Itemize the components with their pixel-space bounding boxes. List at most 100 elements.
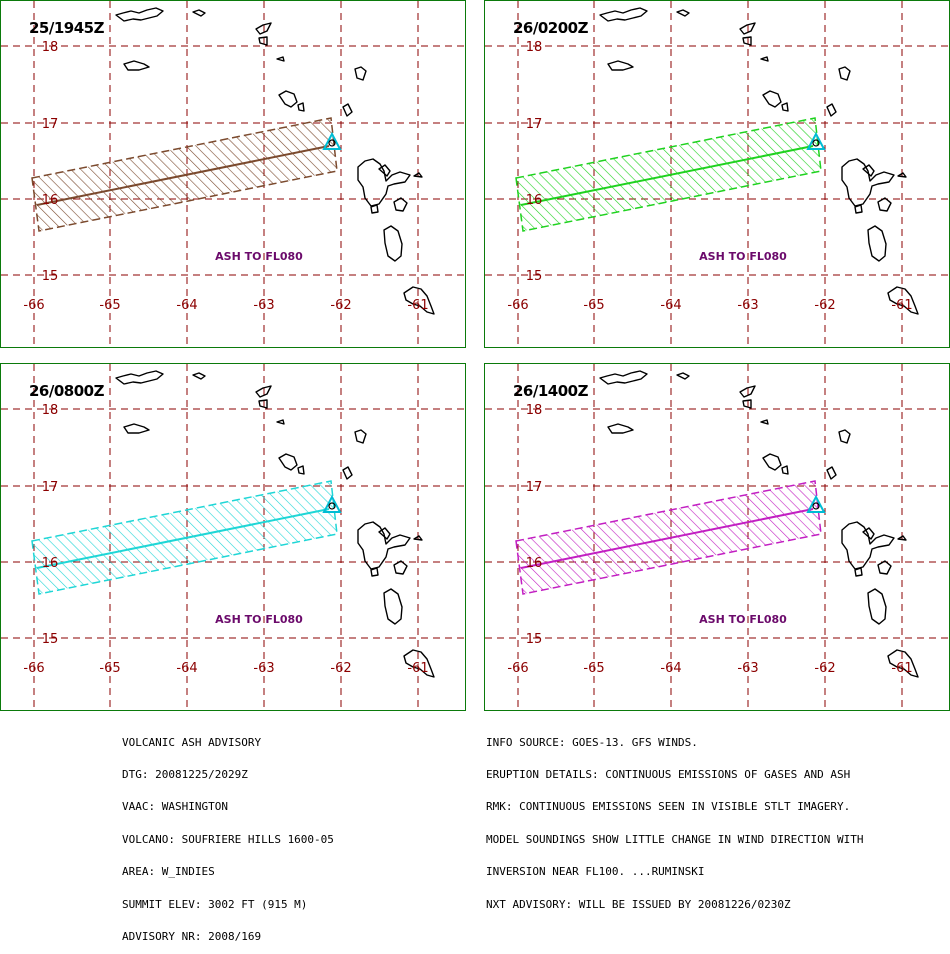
ash-plume-axis	[36, 508, 330, 569]
island-outline	[378, 164, 391, 177]
island-outline	[826, 103, 837, 117]
map-svg: 18 17 16 15 -66 -65 -64 -63 -62 -61 ASH TO FL080	[485, 1, 949, 347]
island-outline	[877, 560, 892, 575]
island-outline	[378, 527, 391, 540]
panel-time: 26/1400Z	[513, 382, 588, 400]
island-outline	[897, 535, 907, 541]
longitude-label: -61	[407, 298, 428, 313]
island-outline	[781, 465, 789, 475]
forecast-panel-0800z: 18 17 16 15 -66 -65 -64 -63 -62 -61 ASH TO FL080 2…	[0, 363, 466, 711]
latitude-label: 18	[42, 40, 59, 55]
island-outline	[370, 567, 379, 577]
advisory-line: ERUPTION DETAILS: CONTINUOUS EMISSIONS O…	[486, 767, 851, 781]
forecast-panel-0200z: 18 17 16 15 -66 -65 -64 -63 -62 -61 ASH TO FL080 2…	[484, 0, 950, 348]
advisory-line: VAAC: WASHINGTON	[122, 800, 228, 814]
longitude-label: -64	[176, 298, 197, 313]
longitude-label: -64	[176, 661, 197, 676]
longitude-label: -63	[253, 661, 274, 676]
ash-plume-axis	[520, 145, 814, 206]
ash-level-label: ASH TO FL080	[215, 250, 303, 263]
advisory-info-left: VOLCANIC ASH ADVISORY DTG: 20081225/2029…	[122, 716, 334, 954]
advisory-line: NXT ADVISORY: WILL BE ISSUED BY 20081226…	[486, 897, 791, 911]
island-outline	[877, 197, 892, 212]
map-svg: 18 17 16 15 -66 -65 -64 -63 -62 -61 ASH TO FL080	[1, 364, 465, 710]
longitude-label: -62	[814, 298, 835, 313]
longitude-label: -63	[737, 298, 758, 313]
island-outline	[607, 60, 634, 71]
island-outline	[354, 429, 367, 444]
longitude-label: -62	[814, 661, 835, 676]
latitude-label: 16	[42, 193, 59, 208]
island-outline	[862, 527, 875, 540]
island-outline	[742, 36, 752, 46]
island-outline	[838, 66, 851, 81]
latitude-label: 15	[526, 632, 543, 647]
ash-level-label: ASH TO FL080	[699, 613, 787, 626]
volcano-icon	[322, 131, 342, 150]
island-outline	[357, 158, 411, 207]
volcano-icon	[806, 494, 826, 513]
island-outline	[258, 399, 268, 409]
island-outline	[192, 9, 206, 17]
latitude-label: 17	[526, 117, 543, 132]
advisory-line: SUMMIT ELEV: 3002 FT (915 M)	[122, 897, 308, 911]
island-outline	[383, 225, 403, 262]
volcano-location	[328, 139, 336, 147]
volcano-location	[812, 502, 820, 510]
longitude-label: -63	[737, 661, 758, 676]
longitude-label: -66	[23, 298, 44, 313]
advisory-line: ADVISORY NR: 2008/169	[122, 929, 262, 943]
island-outline	[123, 423, 150, 434]
island-outline	[383, 588, 403, 625]
latitude-label: 17	[42, 117, 59, 132]
advisory-line: VOLCANO: SOUFRIERE HILLS 1600-05	[122, 832, 334, 846]
island-outline	[607, 423, 634, 434]
map-svg: 18 17 16 15 -66 -65 -64 -63 -62 -61 ASH TO FL080	[485, 364, 949, 710]
island-outline	[762, 90, 782, 108]
forecast-panel-1945z: 18 17 16 15 -66 -65 -64 -63 -62 -61 ASH TO FL080 2…	[0, 0, 466, 348]
advisory-line: MODEL SOUNDINGS SHOW LITTLE CHANGE IN WI…	[486, 832, 864, 846]
island-outline	[676, 9, 690, 17]
island-outline	[841, 521, 895, 570]
latitude-label: 16	[42, 556, 59, 571]
ash-level-label: ASH TO FL080	[215, 613, 303, 626]
longitude-label: -65	[99, 298, 120, 313]
island-outline	[115, 7, 164, 22]
island-outline	[258, 36, 268, 46]
island-outline	[739, 22, 756, 35]
longitude-label: -62	[330, 661, 351, 676]
island-outline	[760, 56, 769, 62]
advisory-line: VOLCANIC ASH ADVISORY	[122, 735, 262, 749]
ash-level-label: ASH TO FL080	[699, 250, 787, 263]
longitude-label: -65	[583, 298, 604, 313]
island-outline	[403, 286, 435, 315]
island-outline	[760, 419, 769, 425]
latitude-label: 16	[526, 193, 543, 208]
island-outline	[393, 560, 408, 575]
island-outline	[838, 429, 851, 444]
advisory-line: INVERSION NEAR FL100. ...RUMINSKI	[486, 865, 705, 879]
island-outline	[393, 197, 408, 212]
panel-time: 26/0200Z	[513, 19, 588, 37]
longitude-label: -61	[407, 661, 428, 676]
forecast-panel-1400z: 18 17 16 15 -66 -65 -64 -63 -62 -61 ASH TO FL080 2…	[484, 363, 950, 711]
latitude-label: 15	[42, 632, 59, 647]
island-outline	[854, 567, 863, 577]
panel-time: 25/1945Z	[29, 19, 104, 37]
longitude-label: -66	[507, 298, 528, 313]
island-outline	[413, 172, 423, 178]
volcano-icon	[322, 494, 342, 513]
longitude-label: -64	[660, 661, 681, 676]
latitude-label: 16	[526, 556, 543, 571]
panel-time: 26/0800Z	[29, 382, 104, 400]
island-outline	[370, 204, 379, 214]
island-outline	[887, 649, 919, 678]
ash-plume-axis	[520, 508, 814, 569]
longitude-label: -66	[23, 661, 44, 676]
island-outline	[739, 385, 756, 398]
island-outline	[255, 22, 272, 35]
island-outline	[897, 172, 907, 178]
longitude-label: -61	[891, 661, 912, 676]
island-outline	[742, 399, 752, 409]
island-outline	[278, 453, 298, 471]
